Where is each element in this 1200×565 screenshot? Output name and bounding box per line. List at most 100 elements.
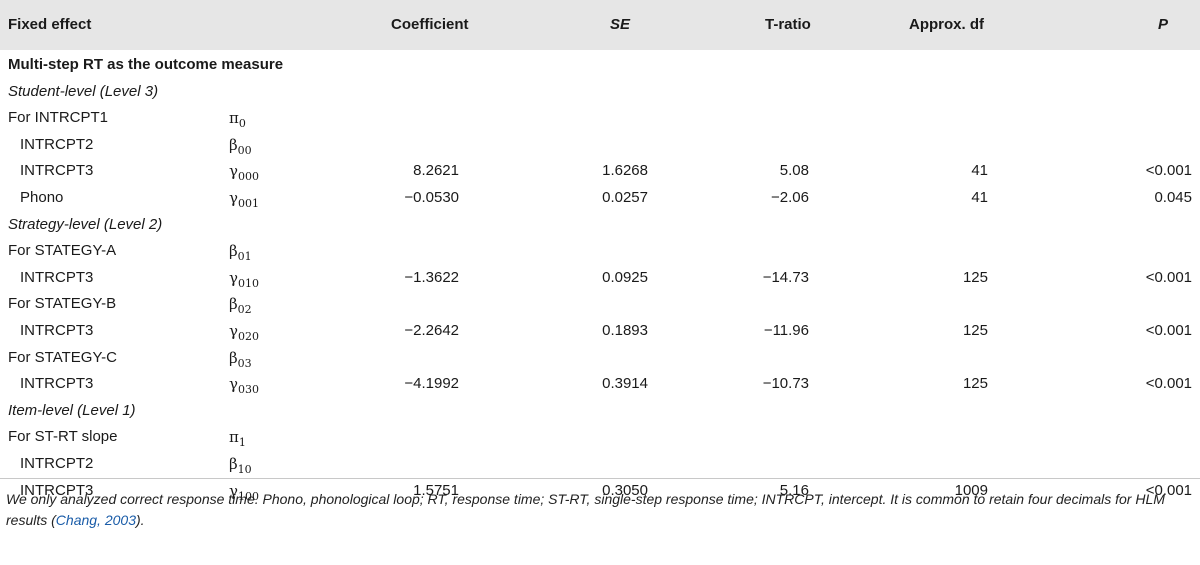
footnote-end: ).	[135, 512, 145, 528]
row-symbol: β03	[229, 349, 252, 370]
row-symbol: β10	[229, 455, 252, 476]
cell-approx-df: 125	[962, 321, 988, 339]
symbol-subscript: 1	[238, 436, 246, 450]
footnote-text: We only analyzed correct response time. …	[6, 491, 1165, 528]
symbol-subscript: 10	[237, 462, 252, 476]
header-approx-df: Approx. df	[909, 16, 984, 33]
cell-approx-df: 125	[962, 268, 988, 286]
row-label: Multi-step RT as the outcome measure	[8, 56, 284, 73]
row-label: INTRCPT3	[20, 481, 94, 499]
row-symbol: γ001	[229, 189, 259, 210]
row-symbol: β00	[229, 136, 252, 157]
cell-p: <0.001	[1145, 162, 1192, 180]
citation-link[interactable]: Chang, 2003	[55, 512, 136, 528]
header-coefficient: Coefficient	[391, 16, 469, 33]
row-symbol: β01	[229, 242, 252, 263]
symbol-subscript: 030	[237, 383, 259, 397]
table-row: INTRCPT3 γ020 −2.2642 0.1893 −11.96 125 <0.001	[0, 317, 1200, 344]
symbol-subscript: 100	[237, 489, 259, 503]
row-label: For STATEGY-B	[8, 295, 117, 313]
row-label: For STATEGY-C	[8, 348, 117, 366]
cell-t-ratio: −2.06	[771, 188, 809, 206]
row-label: INTRCPT3	[20, 268, 94, 286]
cell-approx-df: 1009	[954, 481, 988, 499]
symbol-base: γ	[229, 375, 238, 394]
table-row: Item-level (Level 1)	[0, 397, 1200, 424]
cell-t-ratio: −10.73	[762, 375, 809, 393]
symbol-base: γ	[229, 268, 238, 287]
row-label: Strategy-level (Level 2)	[8, 215, 163, 233]
cell-coefficient: −1.3622	[404, 268, 459, 286]
symbol-base: β	[229, 135, 238, 154]
cell-t-ratio: −14.73	[762, 268, 809, 286]
symbol-base: β	[229, 242, 238, 261]
table-row: INTRCPT3 γ030 −4.1992 0.3914 −10.73 125 <0.001	[0, 370, 1200, 397]
row-label: INTRCPT2	[20, 135, 94, 153]
table-row: Multi-step RT as the outcome measure	[0, 51, 1200, 78]
table-row: INTRCPT3 γ000 8.2621 1.6268 5.08 41 <0.001	[0, 157, 1200, 184]
symbol-base: π	[229, 428, 239, 447]
symbol-subscript: 001	[237, 196, 259, 210]
cell-t-ratio: −11.96	[763, 321, 809, 339]
table-row: For STATEGY-A β01	[0, 237, 1200, 264]
cell-se: 0.0257	[602, 188, 648, 206]
cell-approx-df: 41	[971, 188, 988, 206]
table-row: For ST-RT slope π1	[0, 423, 1200, 450]
cell-p: 0.045	[1154, 188, 1192, 206]
table-row: Phono γ001 −0.0530 0.0257 −2.06 41 0.045	[0, 184, 1200, 211]
table-header-band	[0, 0, 1200, 50]
row-symbol: γ030	[229, 375, 259, 396]
symbol-subscript: 010	[237, 276, 259, 290]
cell-p: <0.001	[1145, 321, 1192, 339]
symbol-base: γ	[229, 321, 238, 340]
cell-p: <0.001	[1145, 481, 1192, 499]
symbol-subscript: 01	[237, 250, 252, 264]
cell-p: <0.001	[1145, 375, 1192, 393]
symbol-base: β	[229, 348, 238, 367]
symbol-base: π	[229, 109, 239, 128]
table-row: Student-level (Level 3)	[0, 78, 1200, 105]
table-body: Multi-step RT as the outcome measure Stud…	[0, 51, 1200, 503]
symbol-base: β	[229, 454, 238, 473]
symbol-base: γ	[229, 188, 238, 207]
symbol-subscript: 00	[237, 143, 252, 157]
row-symbol: π0	[229, 109, 246, 130]
header-se: SE	[610, 16, 631, 33]
row-symbol: γ100	[229, 482, 259, 503]
row-symbol: β02	[229, 295, 252, 316]
row-symbol: γ020	[229, 322, 259, 343]
table-footnote: We only analyzed correct response time. …	[6, 489, 1196, 531]
row-symbol: γ010	[229, 269, 259, 290]
cell-t-ratio: 5.16	[779, 481, 809, 499]
table-row: INTRCPT3 γ010 −1.3622 0.0925 −14.73 125 <0.001	[0, 264, 1200, 291]
row-symbol: π1	[229, 428, 246, 449]
table-bottom-rule	[0, 478, 1200, 479]
row-symbol: γ000	[229, 162, 259, 183]
table-header: Fixed effect Coefficient SE T-ratio Appr…	[0, 16, 1200, 36]
symbol-subscript: 0	[238, 117, 246, 131]
symbol-subscript: 03	[237, 356, 252, 370]
header-fixed-effect: Fixed effect	[8, 16, 92, 33]
header-t-ratio: T-ratio	[765, 16, 811, 33]
cell-approx-df: 41	[971, 162, 988, 180]
symbol-subscript: 000	[237, 170, 259, 184]
cell-coefficient: 8.2621	[413, 162, 459, 180]
row-label: INTRCPT3	[20, 162, 94, 180]
cell-se: 0.0925	[602, 268, 648, 286]
header-p: P	[1158, 16, 1169, 33]
cell-coefficient: −2.2642	[404, 321, 459, 339]
row-label: Student-level (Level 3)	[8, 82, 159, 100]
cell-se: 0.3914	[602, 375, 648, 393]
cell-p: <0.001	[1145, 268, 1192, 286]
symbol-base: γ	[229, 162, 238, 181]
cell-t-ratio: 5.08	[779, 162, 809, 180]
cell-coefficient: 1.5751	[413, 481, 459, 499]
table-row: Strategy-level (Level 2)	[0, 211, 1200, 238]
table-row: For STATEGY-C β03	[0, 344, 1200, 371]
cell-coefficient: −4.1992	[404, 375, 459, 393]
cell-se: 0.3050	[602, 481, 648, 499]
cell-se: 1.6268	[602, 162, 648, 180]
row-label: INTRCPT2	[20, 454, 94, 472]
table-row: For INTRCPT1 π0	[0, 104, 1200, 131]
